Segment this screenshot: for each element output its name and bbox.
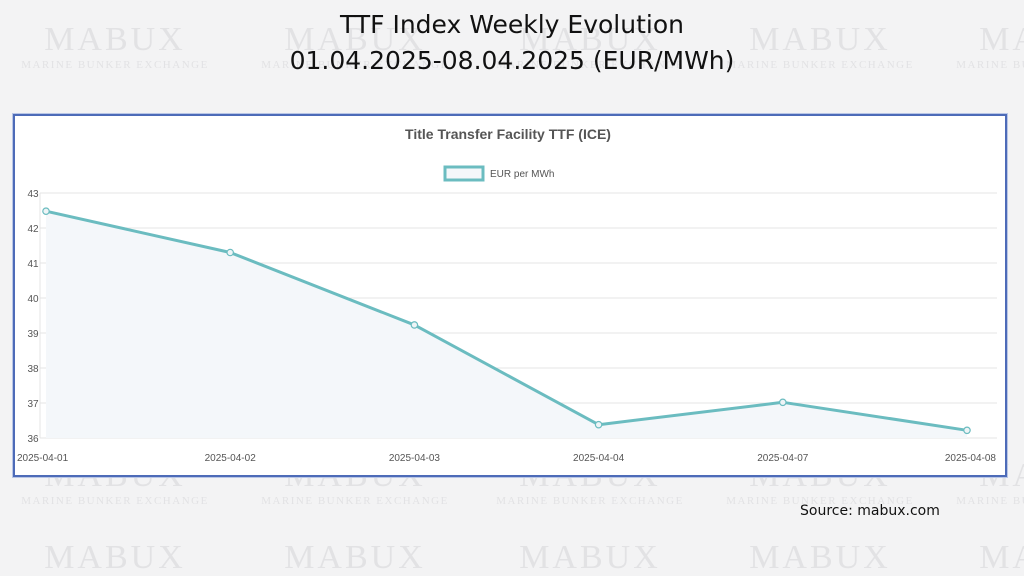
line-chart: Title Transfer Facility TTF (ICE) EUR pe… bbox=[17, 126, 997, 464]
data-point[interactable] bbox=[963, 426, 971, 435]
data-point[interactable] bbox=[42, 207, 50, 216]
plot-area bbox=[42, 207, 971, 438]
x-tick-label: 2025-04-08 bbox=[945, 453, 997, 464]
y-tick-label: 36 bbox=[27, 434, 39, 445]
series-line bbox=[45, 209, 968, 432]
chart-title: Title Transfer Facility TTF (ICE) bbox=[405, 126, 611, 142]
y-tick-label: 39 bbox=[27, 329, 39, 340]
data-point[interactable] bbox=[778, 398, 787, 407]
series-area bbox=[46, 211, 967, 438]
x-tick-label: 2025-04-02 bbox=[205, 453, 257, 464]
slide-title: TTF Index Weekly Evolution bbox=[340, 10, 684, 39]
y-tick-label: 41 bbox=[27, 259, 39, 270]
data-point[interactable] bbox=[410, 321, 419, 329]
data-point[interactable] bbox=[594, 420, 603, 429]
legend-swatch bbox=[443, 165, 485, 182]
y-tick-label: 43 bbox=[27, 189, 39, 200]
y-tick-label: 42 bbox=[27, 224, 39, 235]
y-tick-label: 40 bbox=[27, 294, 39, 305]
chart-panel: Title Transfer Facility TTF (ICE) EUR pe… bbox=[13, 114, 1007, 477]
source-note: Source: mabux.com bbox=[800, 503, 940, 519]
y-tick-label: 37 bbox=[27, 399, 39, 410]
chart-legend: EUR per MWh bbox=[443, 165, 554, 182]
y-tick-label: 38 bbox=[27, 364, 39, 375]
y-axis: 36 37 38 39 40 41 42 43 bbox=[27, 189, 39, 445]
x-tick-label: 2025-04-07 bbox=[757, 453, 809, 464]
x-tick-label: 2025-04-04 bbox=[573, 453, 625, 464]
data-point[interactable] bbox=[226, 248, 235, 257]
x-axis: 2025-04-01 2025-04-02 2025-04-03 2025-04-04… bbox=[17, 453, 996, 464]
x-tick-label: 2025-04-01 bbox=[17, 453, 69, 464]
slide-subtitle: 01.04.2025-08.04.2025 (EUR/MWh) bbox=[289, 46, 735, 75]
legend-label: EUR per MWh bbox=[490, 169, 554, 180]
x-tick-label: 2025-04-03 bbox=[389, 453, 441, 464]
